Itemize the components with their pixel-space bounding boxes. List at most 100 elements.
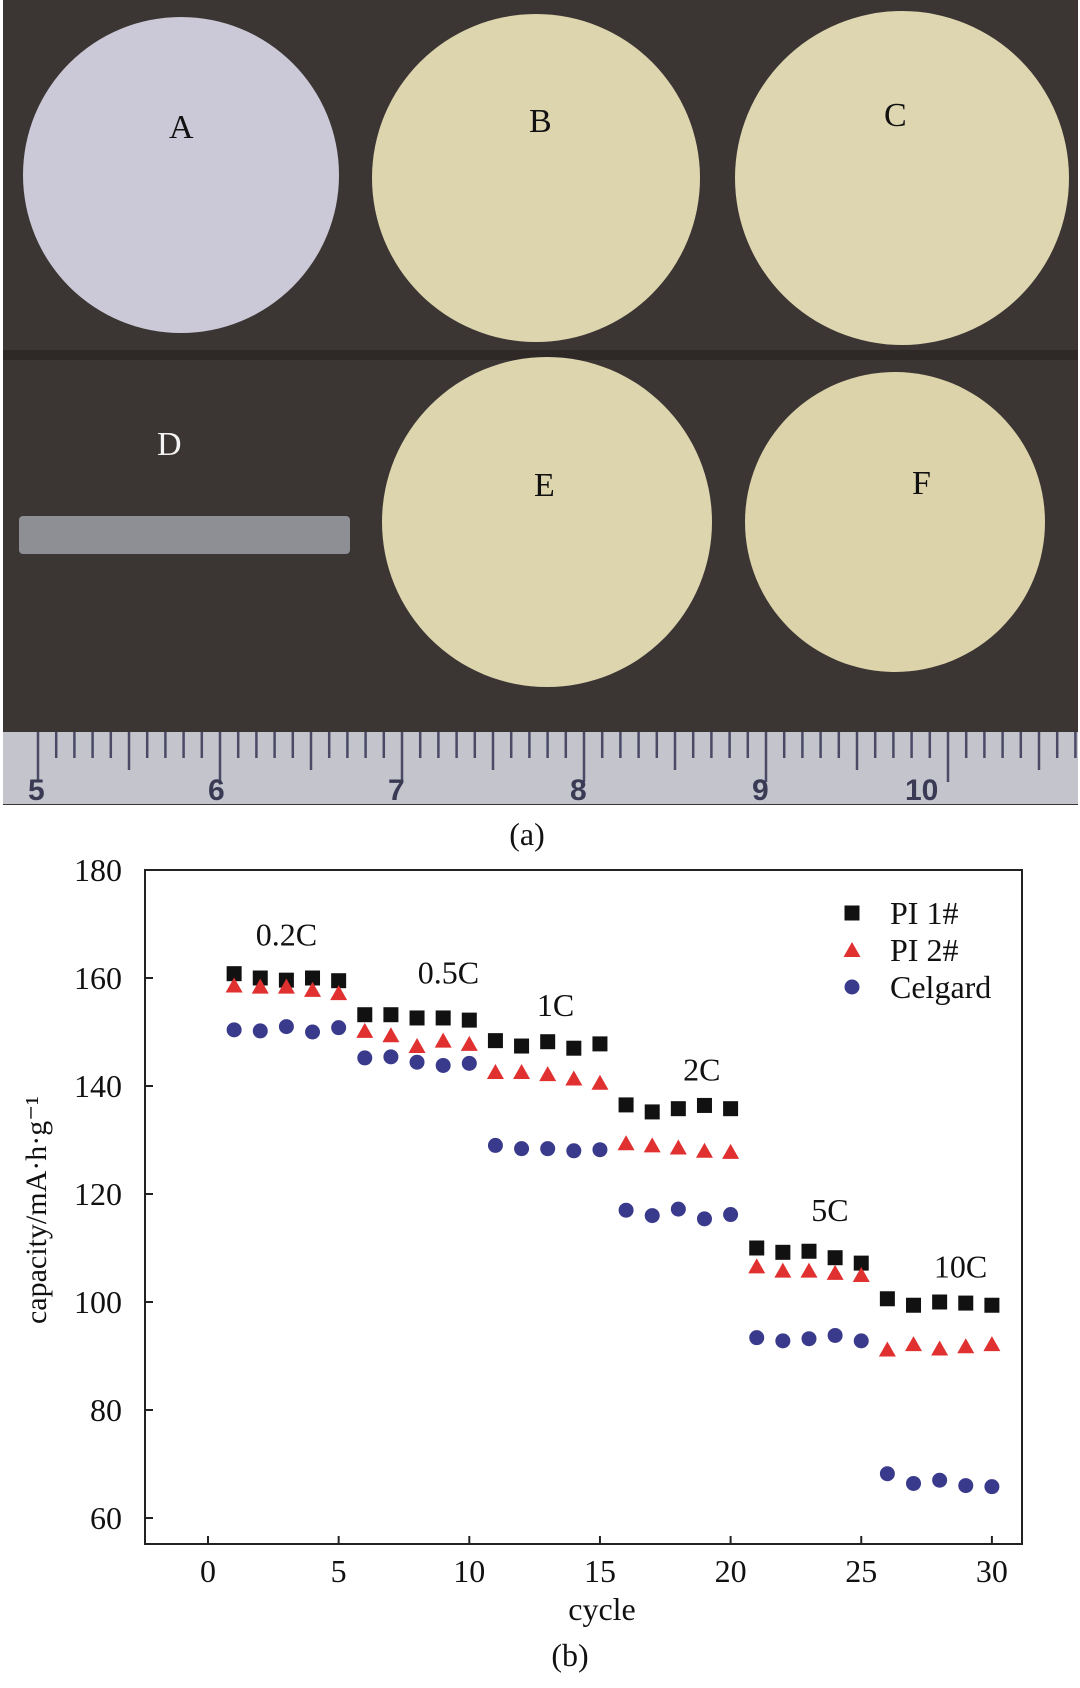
- label-e: E: [534, 467, 555, 504]
- data-point: [435, 1057, 451, 1073]
- data-point: [669, 1139, 687, 1155]
- data-point: [330, 985, 348, 1001]
- data-point: [775, 1333, 791, 1349]
- y-tick-label: 120: [74, 1176, 122, 1212]
- data-point: [435, 1010, 451, 1026]
- data-point: [566, 1143, 582, 1159]
- data-point: [826, 1264, 844, 1280]
- data-point: [670, 1201, 686, 1217]
- data-point: [409, 1054, 425, 1070]
- data-point: [461, 1055, 477, 1071]
- ruler-number: 7: [388, 774, 405, 807]
- data-point: [461, 1012, 477, 1028]
- label-d: D: [157, 426, 182, 463]
- data-point: [852, 1267, 870, 1282]
- data-point: [225, 977, 243, 993]
- sample-a-disc: [23, 17, 339, 333]
- legend-label: Celgard: [890, 969, 991, 1005]
- data-point: [486, 1063, 504, 1079]
- y-tick-label: 100: [74, 1284, 122, 1320]
- data-point: [801, 1331, 817, 1347]
- x-tick-label: 20: [715, 1553, 747, 1589]
- label-c: C: [884, 97, 907, 134]
- data-point: [591, 1074, 609, 1090]
- data-point: [957, 1338, 975, 1354]
- sample-f-disc: [745, 372, 1045, 672]
- data-point: [357, 1007, 373, 1023]
- data-point: [695, 1142, 713, 1158]
- data-point: [749, 1240, 765, 1256]
- data-point: [722, 1143, 740, 1159]
- sample-b-disc: [372, 14, 700, 342]
- data-point: [723, 1101, 739, 1117]
- data-point: [278, 1019, 294, 1035]
- data-point: [906, 1475, 922, 1491]
- data-point: [774, 1262, 792, 1278]
- data-point: [748, 1258, 766, 1274]
- plot-frame: [144, 869, 1023, 1545]
- data-point: [383, 1007, 399, 1023]
- ruler-number: 8: [570, 774, 587, 807]
- data-point: [618, 1202, 634, 1218]
- data-point: [487, 1033, 503, 1049]
- data-point: [278, 972, 294, 988]
- data-point: [357, 1050, 373, 1066]
- x-tick-label: 25: [845, 1553, 877, 1589]
- legend: PI 1#PI 2#Celgard: [843, 895, 991, 1005]
- y-tick-label: 60: [90, 1500, 122, 1536]
- label-b: B: [529, 103, 552, 140]
- caption-a: (a): [509, 816, 545, 852]
- x-tick-label: 5: [331, 1553, 347, 1589]
- data-point: [539, 1066, 557, 1082]
- data-point: [513, 1063, 531, 1079]
- data-point: [434, 1032, 452, 1048]
- data-point: [460, 1035, 478, 1051]
- series-pi-1-: [226, 966, 1000, 1313]
- data-point: [878, 1341, 896, 1357]
- sample-e-disc: [382, 357, 712, 687]
- data-point: [827, 1327, 843, 1343]
- data-point: [932, 1472, 948, 1488]
- rate-annotation: 0.2C: [256, 917, 317, 953]
- photo-divider: [3, 350, 1078, 360]
- data-point: [958, 1295, 974, 1311]
- data-point: [800, 1262, 818, 1278]
- data-point: [696, 1211, 712, 1227]
- y-axis-label: capacity/mA·h·g⁻¹: [20, 1096, 53, 1324]
- rate-annotation: 1C: [537, 987, 574, 1023]
- rate-annotation: 0.5C: [418, 954, 479, 990]
- data-point: [305, 1024, 321, 1040]
- series-celgard: [226, 1019, 1000, 1495]
- sample-c-disc: [735, 11, 1069, 345]
- data-point: [984, 1479, 1000, 1495]
- ruler-ticks: [36, 732, 1077, 782]
- data-point: [853, 1255, 869, 1271]
- data-point: [514, 1141, 530, 1157]
- data-point: [277, 978, 295, 994]
- caption-b: (b): [551, 1637, 588, 1673]
- data-point: [540, 1141, 556, 1157]
- ruler: [3, 732, 1078, 804]
- data-point: [932, 1294, 948, 1310]
- data-point: [749, 1330, 765, 1346]
- data-point: [644, 1208, 660, 1224]
- data-point: [408, 1038, 426, 1054]
- data-point: [487, 1137, 503, 1153]
- data-point: [644, 1104, 660, 1120]
- data-point: [643, 1137, 661, 1153]
- sample-d-strip: [19, 516, 350, 554]
- data-point: [382, 1027, 400, 1043]
- data-point: [331, 973, 347, 989]
- data-point: [906, 1297, 922, 1313]
- y-tick-label: 140: [74, 1068, 122, 1104]
- data-point: [540, 1034, 556, 1050]
- data-point: [592, 1036, 608, 1052]
- series-pi-2-: [225, 977, 1001, 1357]
- data-point: [879, 1466, 895, 1482]
- data-point: [566, 1040, 582, 1056]
- data-point: [958, 1478, 974, 1494]
- data-point: [853, 1333, 869, 1349]
- data-point: [905, 1336, 923, 1352]
- data-point: [514, 1038, 530, 1054]
- rate-annotation: 5C: [811, 1192, 848, 1228]
